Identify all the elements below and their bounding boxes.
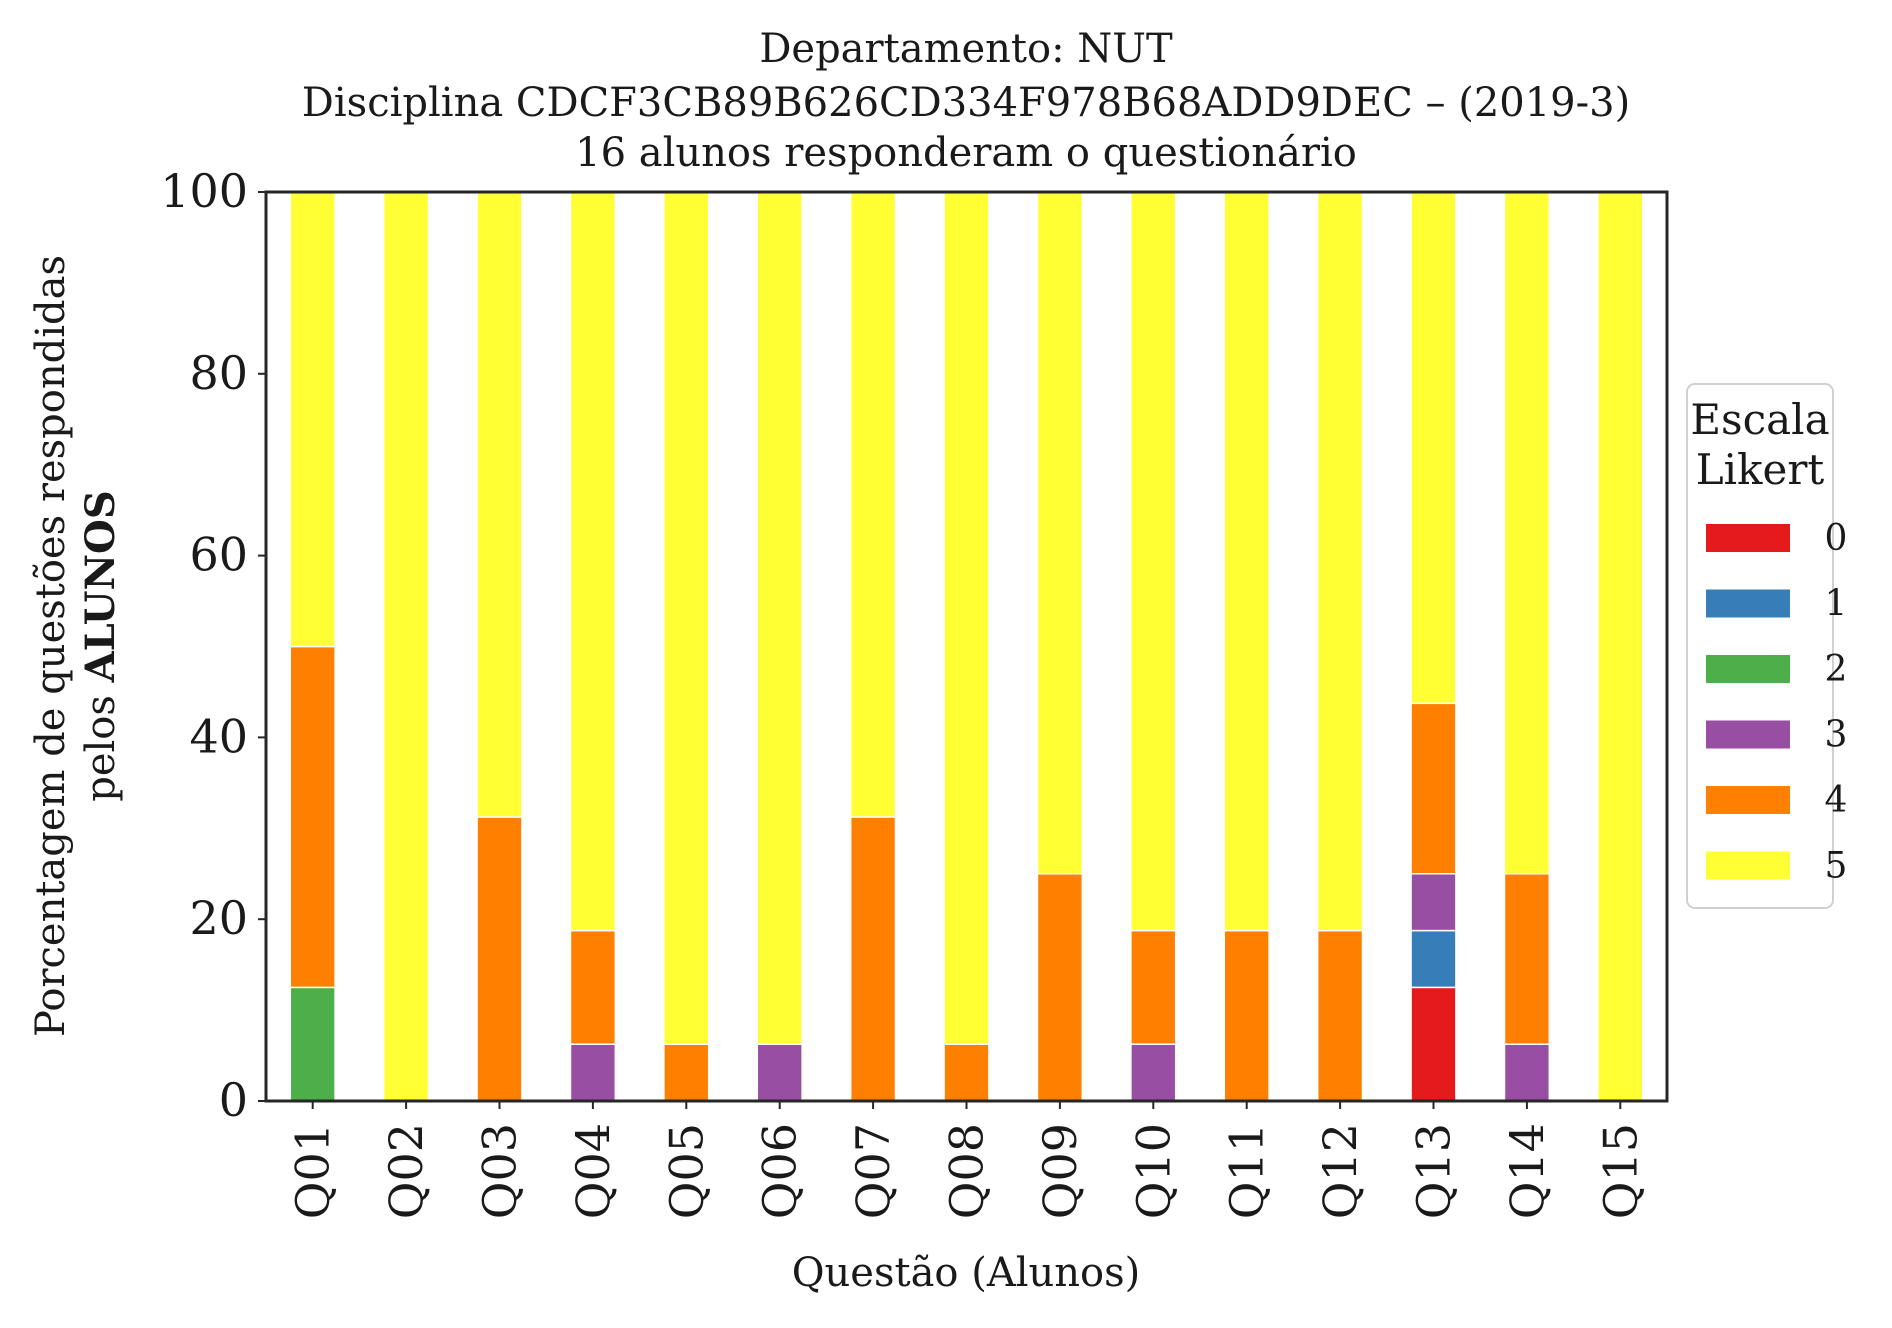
bar-segment-q07-scale-5 bbox=[849, 191, 897, 818]
x-tick-label: Q13 bbox=[1407, 1123, 1461, 1219]
y-axis-label-emphasis: ALUNOS bbox=[77, 490, 124, 683]
x-tick-label: Q12 bbox=[1313, 1123, 1367, 1219]
x-tick-label: Q10 bbox=[1126, 1123, 1180, 1219]
x-tick-label: Q05 bbox=[659, 1123, 713, 1219]
legend-swatch-1 bbox=[1706, 589, 1790, 618]
x-tick-label: Q15 bbox=[1593, 1123, 1647, 1219]
legend-label-0: 0 bbox=[1825, 518, 1848, 559]
legend-label-4: 4 bbox=[1825, 780, 1848, 821]
y-axis-label-line-2: pelos ALUNOS bbox=[77, 490, 124, 802]
y-axis-label-line-1: Porcentagem de questões respondidas bbox=[28, 255, 74, 1037]
bar-segment-q02-scale-5 bbox=[382, 191, 430, 1102]
bar-segment-q10-scale-5 bbox=[1130, 191, 1177, 932]
x-tick-label: Q08 bbox=[940, 1123, 994, 1219]
bar-segment-q11-scale-5 bbox=[1223, 191, 1270, 932]
legend-label-5: 5 bbox=[1825, 846, 1848, 887]
x-axis-ticks: Q01 Q02 Q03 Q04 Q05 Q06 Q07 Q08 Q09 Q10 Q11 Q12 Q13 Q… bbox=[286, 1101, 1647, 1219]
title-line-3: 16 alunos responderam o questionário bbox=[575, 130, 1357, 176]
title-line-1: Departamento: NUT bbox=[759, 26, 1173, 72]
x-tick-label: Q14 bbox=[1500, 1123, 1554, 1219]
legend-swatch-3 bbox=[1706, 720, 1790, 749]
bar-segment-q13-scale-1 bbox=[1410, 929, 1457, 989]
bar-segment-q10-scale-3 bbox=[1130, 1043, 1177, 1102]
bar-segment-q14-scale-3 bbox=[1503, 1043, 1551, 1102]
y-tick-label: 0 bbox=[219, 1073, 248, 1127]
x-axis-label: Questão (Alunos) bbox=[792, 1250, 1141, 1296]
bar-segment-q10-scale-4 bbox=[1130, 929, 1177, 1045]
bar-segment-q13-scale-5 bbox=[1410, 191, 1457, 705]
bar-segment-q15-scale-5 bbox=[1597, 191, 1644, 1102]
legend-swatch-2 bbox=[1706, 655, 1790, 683]
x-tick-label: Q01 bbox=[286, 1123, 340, 1219]
x-tick-label: Q07 bbox=[846, 1123, 900, 1219]
legend-title-line-1: Escala bbox=[1690, 395, 1829, 444]
bar-segment-q08-scale-5 bbox=[943, 191, 990, 1045]
x-tick-label: Q06 bbox=[753, 1123, 807, 1219]
bar-segment-q03-scale-4 bbox=[476, 816, 523, 1102]
y-axis-label-prefix: pelos bbox=[78, 682, 124, 801]
bar-segment-q13-scale-4 bbox=[1410, 702, 1457, 875]
y-axis-ticks: 0 20 40 60 80 100 bbox=[160, 164, 266, 1127]
bar-segment-q08-scale-4 bbox=[943, 1043, 990, 1102]
bar-segment-q09-scale-5 bbox=[1036, 191, 1084, 875]
bar-segment-q01-scale-2 bbox=[289, 986, 336, 1102]
x-tick-label: Q02 bbox=[379, 1123, 433, 1219]
bar-segment-q14-scale-5 bbox=[1503, 191, 1551, 875]
bars bbox=[289, 191, 1644, 1102]
bar-segment-q14-scale-4 bbox=[1503, 873, 1551, 1045]
y-tick-label: 20 bbox=[189, 891, 248, 945]
bar-segment-q11-scale-4 bbox=[1223, 929, 1270, 1102]
bar-segment-q01-scale-4 bbox=[289, 645, 336, 989]
bar-segment-q09-scale-4 bbox=[1036, 873, 1084, 1102]
bar-segment-q13-scale-0 bbox=[1410, 986, 1457, 1102]
x-tick-label: Q11 bbox=[1220, 1123, 1274, 1219]
bar-segment-q04-scale-5 bbox=[569, 191, 617, 932]
y-tick-label: 60 bbox=[189, 528, 248, 582]
legend-swatch-0 bbox=[1706, 524, 1790, 552]
bar-segment-q01-scale-5 bbox=[289, 191, 336, 648]
x-tick-label: Q03 bbox=[473, 1123, 527, 1219]
legend-label-1: 1 bbox=[1825, 584, 1848, 625]
bar-segment-q05-scale-4 bbox=[663, 1043, 710, 1102]
y-tick-label: 40 bbox=[189, 709, 248, 763]
bar-segment-q05-scale-5 bbox=[663, 191, 710, 1045]
y-tick-label: 100 bbox=[160, 164, 248, 218]
bar-segment-q12-scale-5 bbox=[1316, 191, 1364, 932]
y-tick-label: 80 bbox=[189, 346, 248, 400]
bar-segment-q06-scale-3 bbox=[756, 1043, 803, 1102]
bar-segment-q07-scale-4 bbox=[849, 816, 897, 1102]
legend-swatch-4 bbox=[1706, 786, 1790, 814]
chart-title: Departamento: NUT Disciplina CDCF3CB89B62… bbox=[302, 26, 1630, 176]
bar-segment-q04-scale-3 bbox=[569, 1043, 617, 1102]
legend-label-2: 2 bbox=[1825, 649, 1848, 690]
legend-swatch-5 bbox=[1706, 851, 1790, 880]
bar-segment-q04-scale-4 bbox=[569, 929, 617, 1045]
legend-box bbox=[1686, 383, 1834, 909]
bar-segment-q06-scale-5 bbox=[756, 191, 803, 1045]
y-axis-label: Porcentagem de questões respondidas pelos… bbox=[28, 255, 124, 1037]
title-line-2: Disciplina CDCF3CB89B626CD334F978B68ADD9… bbox=[302, 80, 1630, 126]
x-tick-label: Q09 bbox=[1033, 1123, 1087, 1219]
legend-title-line-2: Likert bbox=[1696, 445, 1825, 494]
x-tick-label: Q04 bbox=[566, 1123, 620, 1219]
bar-segment-q03-scale-5 bbox=[476, 191, 523, 818]
bar-segment-q13-scale-3 bbox=[1410, 873, 1457, 932]
bar-segment-q12-scale-4 bbox=[1316, 929, 1364, 1102]
legend-label-3: 3 bbox=[1825, 715, 1848, 756]
